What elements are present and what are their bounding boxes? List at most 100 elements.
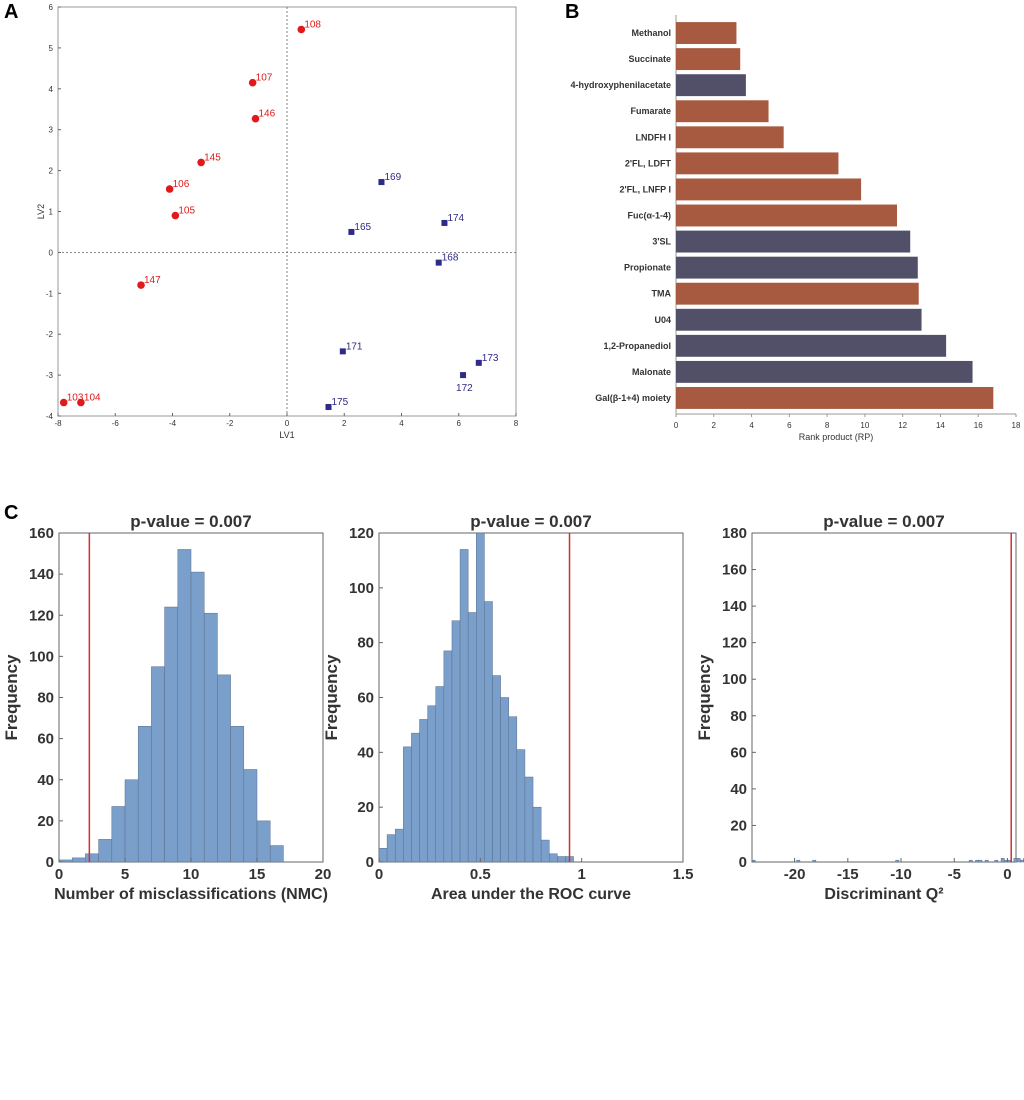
data-point-group2 [441, 219, 448, 226]
histogram-bar [968, 859, 973, 863]
category-label: 2'FL, LDFT [625, 158, 672, 168]
histogram-bar [190, 571, 205, 863]
x-axis-label: Discriminant Q² [824, 886, 943, 903]
panel-label-b: B [565, 1, 579, 23]
histogram-bar [124, 779, 139, 863]
y-tick-label: 3 [49, 126, 54, 135]
histogram-bar [386, 834, 396, 863]
y-tick-label: 120 [29, 607, 54, 624]
histogram-bar [557, 856, 566, 863]
histogram-bar [71, 857, 86, 863]
y-tick-label: 60 [37, 731, 54, 748]
histogram-bar [984, 859, 989, 863]
chart-title: p-value = 0.007 [470, 512, 591, 531]
bar [676, 256, 918, 279]
bar [676, 387, 994, 409]
data-point-label: 171 [346, 341, 363, 352]
x-tick-label: 10 [860, 421, 869, 430]
data-point-label: 104 [84, 393, 101, 404]
histogram-bar [459, 549, 469, 863]
histogram-bar [994, 859, 999, 863]
y-tick-label: 0 [366, 854, 374, 871]
y-tick-label: 40 [357, 744, 374, 761]
plot-frame [751, 532, 1017, 863]
histogram-bar [524, 776, 534, 863]
histogram-bar [1016, 858, 1021, 863]
bar [676, 230, 911, 253]
histogram-bar [394, 828, 404, 863]
bar [676, 74, 746, 97]
y-tick-label: 180 [722, 525, 747, 542]
bar [676, 334, 947, 357]
data-point-label: 168 [442, 253, 459, 264]
x-tick-label: 2 [342, 419, 347, 428]
panel-label-c: C [4, 502, 18, 524]
x-tick-label: -6 [112, 419, 120, 428]
histogram-bar [540, 839, 550, 863]
data-point-group2 [325, 404, 332, 411]
histogram-bar [230, 726, 245, 863]
y-tick-label: 20 [730, 817, 747, 834]
x-tick-label: 0 [285, 419, 290, 428]
data-point-label: 173 [482, 353, 499, 364]
histogram-bar [451, 620, 461, 863]
category-label: Gal(β-1+4) moiety [595, 393, 671, 403]
y-tick-label: -4 [46, 412, 54, 421]
data-point-label: 169 [384, 172, 401, 183]
bar [676, 48, 741, 71]
x-tick-label: 0 [375, 866, 383, 883]
histogram-bar [137, 726, 152, 863]
y-tick-label: 160 [722, 562, 747, 579]
y-tick-label: 120 [349, 525, 374, 542]
panel-label-a: A [4, 1, 18, 23]
histogram-bar [467, 612, 477, 863]
data-point-label: 105 [178, 206, 195, 217]
data-point-group2 [435, 259, 442, 266]
x-tick-label: 10 [183, 866, 200, 883]
scatter-plot-a: -8 -6 -4 -2 0 2 4 6 8 -4 -3 -2 -1 0 1 2 3 4 5 6 LV1 LV2 108 107… [36, 3, 519, 440]
x-tick-label: -2 [226, 419, 234, 428]
histogram-bar [516, 749, 526, 863]
x-axis-label: LV1 [279, 430, 294, 440]
x-tick-label: -15 [837, 866, 859, 883]
histogram-bar [796, 859, 801, 863]
data-point-group2 [348, 228, 355, 235]
y-tick-label: 140 [29, 566, 54, 583]
y-tick-label: 20 [37, 813, 54, 830]
category-label: Malonate [632, 367, 671, 377]
data-point-label: 172 [456, 383, 473, 394]
histogram-bar [895, 859, 900, 863]
y-tick-label: -3 [46, 371, 54, 380]
histogram-bar [243, 769, 258, 863]
histogram-bar [435, 686, 445, 863]
histogram-bar [203, 612, 218, 863]
category-label: 4-hydroxyphenilacetate [570, 80, 671, 90]
y-tick-label: 2 [49, 167, 54, 176]
x-tick-label: 1 [577, 866, 585, 883]
data-point-label: 175 [332, 397, 349, 408]
x-tick-label: 1.5 [673, 866, 694, 883]
category-label: Succinate [628, 54, 671, 64]
x-tick-label: 12 [898, 421, 907, 430]
category-label: 2'FL, LNFP I [620, 184, 671, 194]
histogram-bar [975, 859, 979, 863]
x-tick-label: 4 [749, 421, 754, 430]
x-tick-label: 0 [55, 866, 63, 883]
x-tick-label: -8 [54, 419, 62, 428]
y-tick-label: 100 [722, 671, 747, 688]
y-tick-label: -2 [46, 330, 54, 339]
category-label: Fuc(α-1-4) [627, 211, 671, 221]
data-point-label: 146 [259, 109, 276, 120]
data-point-group1 [77, 398, 85, 407]
data-point-group1 [197, 158, 205, 167]
x-tick-label: 16 [974, 421, 983, 430]
category-label: LNDFH I [636, 132, 672, 142]
histogram-bar [111, 806, 126, 863]
category-label: Fumarate [630, 106, 671, 116]
histogram-bar [403, 746, 412, 863]
y-axis-label: Frequency [2, 654, 21, 741]
x-tick-label: 6 [457, 419, 462, 428]
data-point-label: 106 [173, 179, 190, 190]
bar [676, 360, 973, 383]
